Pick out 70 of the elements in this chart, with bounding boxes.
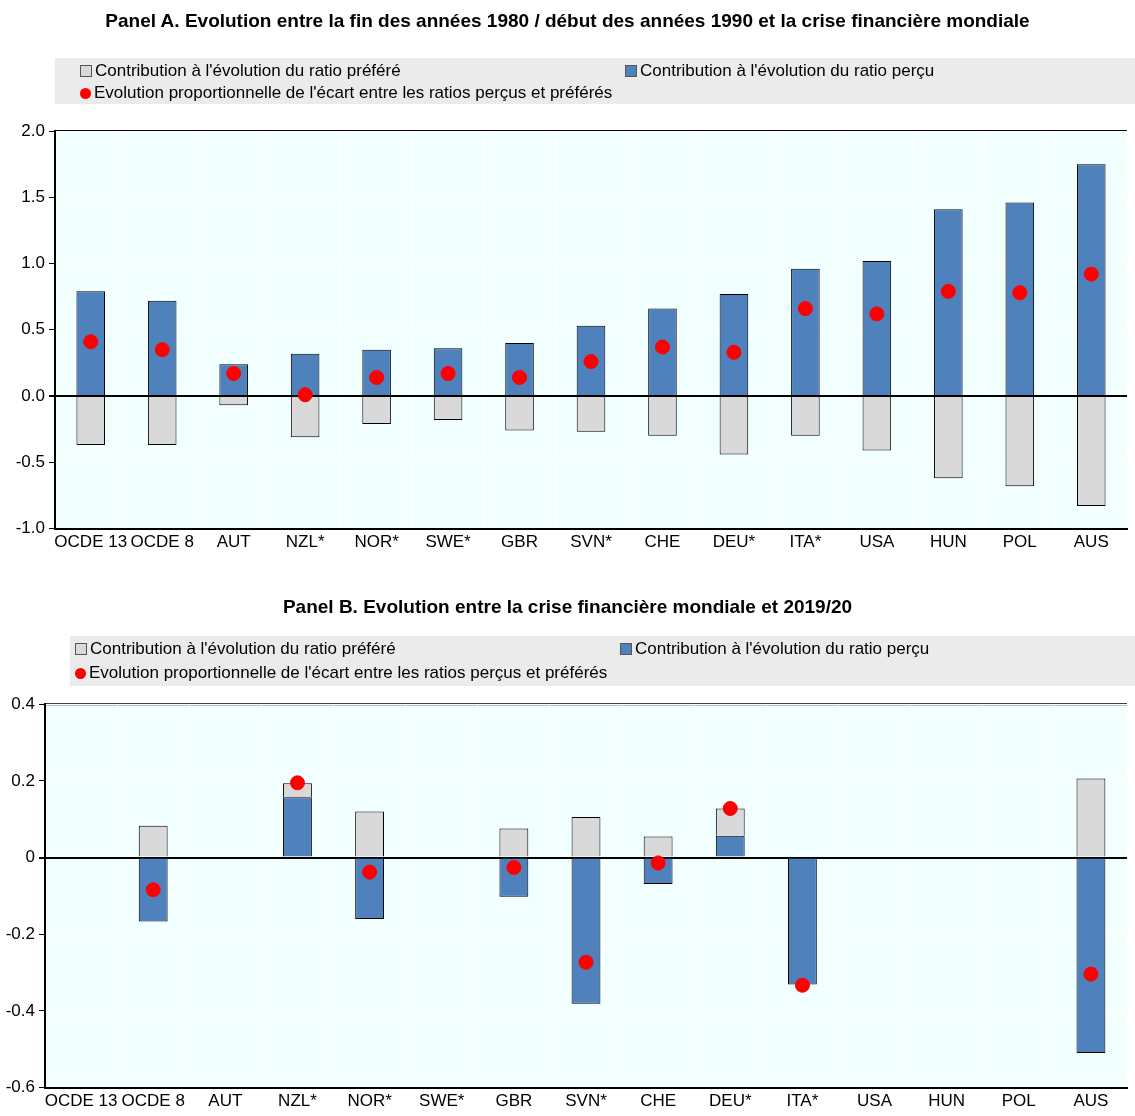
- x-tick-label: AUS: [1073, 532, 1109, 552]
- point: [297, 387, 313, 403]
- y-tick-label: 0.0: [21, 385, 45, 405]
- legend-label: Evolution proportionnelle de l'écart entre les ratios perçus et préférés: [94, 83, 613, 103]
- y-tick-label: 1.5: [21, 186, 45, 206]
- x-tick-label: OCDE 8: [130, 532, 194, 552]
- y-tick-label: 0.5: [21, 319, 45, 339]
- x-tick-label: HUN: [929, 532, 967, 552]
- legend-label: Contribution à l'évolution du ratio préféré: [95, 61, 401, 81]
- x-tick-label: OCDE 8: [121, 1091, 185, 1111]
- x-tick-label: OCDE 13: [54, 532, 128, 552]
- x-tick-label: OCDE 13: [44, 1091, 118, 1111]
- x-tick-label: GBR: [501, 532, 538, 552]
- point: [583, 354, 599, 370]
- x-tick-label: SVN*: [565, 1091, 608, 1111]
- point: [1012, 285, 1028, 301]
- x-tick-label: NOR*: [347, 1091, 393, 1111]
- x-tick-label: SWE*: [425, 532, 472, 552]
- point: [726, 344, 742, 360]
- x-tick-label: SWE*: [419, 1091, 465, 1111]
- y-tick-label: -0.2: [5, 923, 35, 943]
- point: [578, 954, 594, 970]
- x-tick-label: ITA*: [789, 532, 822, 552]
- point: [940, 283, 956, 299]
- y-tick-label: 2.0: [21, 120, 45, 140]
- point: [1083, 266, 1099, 282]
- y-tick-label: 0.4: [11, 693, 35, 713]
- y-tick-label: -0.6: [5, 1077, 35, 1097]
- x-tick-label: AUT: [216, 532, 251, 552]
- point: [506, 860, 522, 876]
- x-tick-label: NZL*: [285, 532, 325, 552]
- point: [722, 800, 738, 816]
- x-tick-label: POL: [1001, 1091, 1036, 1111]
- x-tick-label: DEU*: [712, 532, 756, 552]
- y-tick-label: -0.5: [15, 452, 45, 472]
- x-tick-label: HUN: [928, 1091, 966, 1111]
- y-tick-label: 0: [25, 847, 35, 867]
- point: [83, 334, 99, 350]
- point: [154, 342, 170, 358]
- x-tick-label: AUT: [208, 1091, 243, 1111]
- y-tick-label: 0.2: [11, 770, 35, 790]
- x-tick-label: SVN*: [570, 532, 613, 552]
- x-tick-label: DEU*: [709, 1091, 752, 1111]
- x-tick-label: ITA*: [786, 1091, 819, 1111]
- legend-label: Contribution à l'évolution du ratio perçu: [640, 61, 935, 81]
- legend-label: Contribution à l'évolution du ratio perçu: [635, 639, 930, 659]
- x-tick-label: POL: [1002, 532, 1037, 552]
- y-tick-label: -0.4: [5, 1000, 35, 1020]
- point: [362, 864, 378, 880]
- x-tick-label: CHE: [644, 532, 681, 552]
- x-tick-label: CHE: [640, 1091, 677, 1111]
- legend-label: Contribution à l'évolution du ratio préféré: [90, 639, 396, 659]
- chart-title: Panel B. Evolution entre la crise financière mondiale et 2019/20: [281, 596, 854, 618]
- x-tick-label: USA: [859, 532, 895, 552]
- chart-title: Panel A. Evolution entre la fin des années 1980 / début des années 1990 et la crise financière mondiale: [104, 10, 1031, 32]
- point: [654, 339, 670, 355]
- y-tick-label: 1.0: [21, 253, 45, 273]
- point: [869, 306, 885, 322]
- x-tick-label: AUS: [1073, 1091, 1109, 1111]
- x-tick-label: NOR*: [354, 532, 400, 552]
- point: [512, 370, 528, 386]
- y-tick-label: -1.0: [15, 518, 45, 538]
- x-tick-label: NZL*: [278, 1091, 318, 1111]
- x-tick-label: GBR: [495, 1091, 533, 1111]
- point: [289, 775, 305, 791]
- point: [794, 977, 810, 993]
- point: [797, 301, 813, 317]
- x-tick-label: USA: [857, 1091, 893, 1111]
- point: [1083, 966, 1099, 982]
- legend-label: Evolution proportionnelle de l'écart entre les ratios perçus et préférés: [89, 663, 608, 683]
